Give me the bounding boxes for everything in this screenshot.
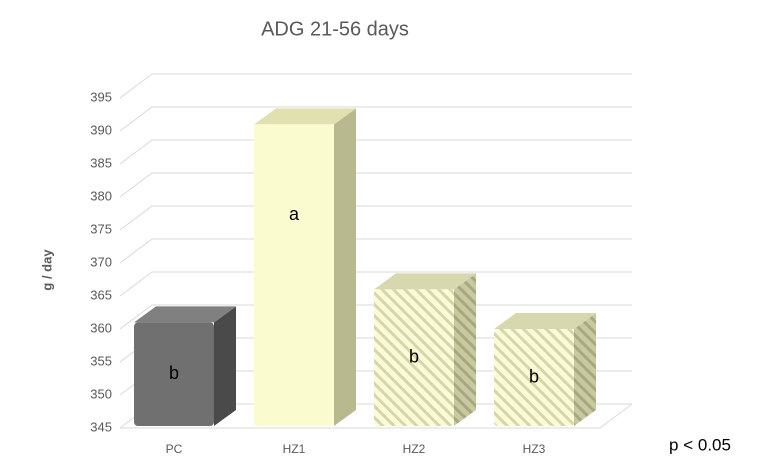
y-tick-label: 370 [90,254,112,269]
y-tick-label: 365 [90,287,112,302]
y-tick-label: 380 [90,188,112,203]
bar [254,124,334,427]
grid-line [119,73,632,99]
bar-side [454,273,476,426]
bar-top [134,306,236,323]
x-tick-label: HZ1 [283,442,306,456]
bar-side [334,108,356,427]
annotation: p < 0.05 [669,435,731,454]
y-tick-label: 390 [90,122,112,137]
grid-line [119,205,632,231]
grid-line [119,139,632,165]
bar [494,329,574,426]
y-tick-label: 385 [90,155,112,170]
bar [374,289,454,426]
grid-line [119,271,632,297]
x-tick-label: HZ2 [403,442,426,456]
bar-letter: b [169,363,179,383]
y-tick-label: 375 [90,221,112,236]
x-tick-label: HZ3 [523,442,546,456]
bar [134,322,214,426]
grid-line [119,172,632,198]
bar-side [574,313,596,426]
y-axis-label: g / day [39,249,54,291]
bar-letter: a [289,204,300,224]
y-tick-label: 360 [90,320,112,335]
y-tick-label: 350 [90,386,112,401]
x-tick-label: PC [166,442,183,456]
bar-top [254,108,356,125]
chart-title: ADG 21-56 days [261,18,409,40]
bar-side [214,306,236,426]
bar-letter: b [409,346,419,366]
bar-top [494,313,596,329]
bar-letter: b [529,366,539,386]
grid-line [119,106,632,132]
y-tick-label: 395 [90,89,112,104]
y-tick-label: 345 [90,419,112,434]
grid-line [119,238,632,264]
bar-top [374,273,476,290]
floor [120,403,633,429]
y-tick-label: 355 [90,353,112,368]
